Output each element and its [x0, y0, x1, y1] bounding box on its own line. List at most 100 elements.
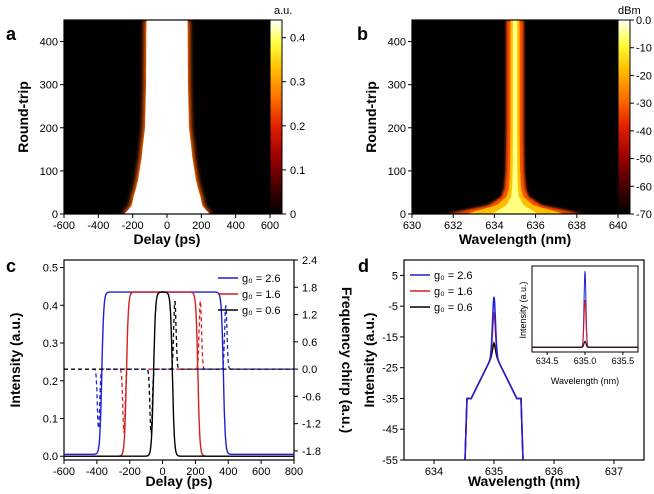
panel-a-ytick-label: 300: [40, 80, 58, 92]
panel-b-spectrum-core: [491, 20, 539, 214]
colorbar-tick-label: -40: [636, 126, 652, 138]
panel-a-xtick-label: 0: [164, 220, 170, 232]
panel-d-plot: [464, 296, 524, 460]
panel-a-xtick-label: -600: [53, 220, 75, 232]
legend-label: g₀ = 2.6: [242, 273, 281, 285]
inset-xtick-label: 634.5: [536, 356, 559, 366]
inset-xlabel: Wavelength (nm): [551, 376, 619, 386]
panel-a-ytick-label: 0: [52, 209, 58, 221]
panel-c-plot: [64, 291, 294, 457]
panel-b-xtick-label: 636: [526, 220, 544, 232]
panel-a-colorbar-ticks: 0.4 0.3 0.2 0.1 0: [282, 33, 305, 221]
panel-c-xtick-label: 600: [252, 466, 270, 478]
panel-b-colorbar-ticks: 0.0 -10 -20 -30 -40 -50 -60 -70: [630, 15, 652, 221]
panel-b-ytick-label: 100: [388, 166, 406, 178]
colorbar-tick-label: -30: [636, 98, 652, 110]
panel-b-ytick-label: 300: [388, 80, 406, 92]
panel-c-y2tick-label: 0.6: [302, 337, 317, 349]
panel-c-y2tick-label: 1.2: [302, 310, 317, 322]
panel-a-colorbar: [269, 19, 283, 215]
intensity-line-series-2: [64, 291, 294, 457]
panel-c-y2label: Frequency chirp (a.u.): [339, 287, 355, 433]
panel-b: b 630 632 634 636 638 640 0 100 200 300 400 Wavele…: [357, 5, 652, 247]
panel-a-pulse-core: [124, 20, 210, 214]
panel-b-colorbar-unit: dBm: [618, 5, 641, 17]
panel-d-ytick-label: -45: [382, 424, 398, 436]
colorbar-tick-label: 0.0: [636, 15, 651, 27]
panel-c-ytick-label: 0.3: [43, 338, 58, 350]
inset-ylabel: Intensity (a.u.): [518, 281, 528, 338]
panel-c-xtick-label: -400: [86, 466, 108, 478]
panel-a-xtick-label: 200: [192, 220, 210, 232]
panel-a-xtick-label: 400: [226, 220, 244, 232]
panel-d-label: d: [358, 256, 369, 276]
panel-d-xtick-label: 636: [545, 466, 563, 478]
panel-c-y2tick-label: 0.0: [302, 364, 317, 376]
panel-c-ytick-label: 0.5: [43, 263, 58, 275]
panel-c-xtick-label: 0: [160, 466, 166, 478]
legend-label: g₀ = 1.6: [434, 286, 473, 298]
panel-c-y2tick-label: 2.4: [302, 255, 317, 267]
panel-d-xtick-label: 634: [425, 466, 443, 478]
panel-c-xtick-label: -600: [53, 466, 75, 478]
panel-c-ytick-label: 0.1: [43, 413, 58, 425]
colorbar-tick-label: 0.2: [290, 121, 305, 133]
panel-a-colorbar-unit: a.u.: [274, 5, 292, 17]
panel-d-ytick-label: -35: [382, 393, 398, 405]
panel-b-label: b: [357, 24, 368, 44]
panel-a-ylabel: Round-trip: [15, 81, 31, 153]
panel-c-ytick-label: 0.4: [43, 300, 58, 312]
panel-d-ytick-label: -15: [382, 332, 398, 344]
panel-b-ytick-label: 400: [388, 37, 406, 49]
panel-d-ytick-label: -25: [382, 363, 398, 375]
colorbar-tick-label: 0.1: [290, 165, 305, 177]
panel-b-ylabel: Round-trip: [363, 81, 379, 153]
panel-c-ylabel: Intensity (a.u.): [7, 313, 23, 408]
panel-a-ytick-label: 100: [40, 166, 58, 178]
panel-c-ytick-label: 0.2: [43, 376, 58, 388]
panel-c-xtick-label: -200: [119, 466, 141, 478]
panel-c-y2tick-label: 1.8: [302, 282, 317, 294]
inset-xtick-label: 635.0: [574, 356, 597, 366]
panel-b-colorbar: [617, 19, 631, 215]
panel-b-xtick-label: 638: [568, 220, 586, 232]
panel-a-xtick-label: -400: [87, 220, 109, 232]
panel-c-axes: -600 -400 -200 0 200 400 600 800 0.0 0.1 0.2 0.3 0.4…: [43, 255, 321, 478]
panel-c-xlabel: Delay (ps): [146, 473, 213, 489]
panel-a-xlabel: Delay (ps): [134, 231, 201, 247]
legend-label: g₀ = 2.6: [434, 270, 473, 282]
legend-label: g₀ = 0.6: [242, 305, 281, 317]
colorbar-tick-label: -60: [636, 181, 652, 193]
panel-d-xlabel: Wavelength (nm): [468, 473, 580, 489]
panel-c-legend: g₀ = 2.6 g₀ = 1.6 g₀ = 0.6: [218, 273, 281, 317]
panel-a-ytick-label: 200: [40, 123, 58, 135]
panel-a-xtick-label: 600: [261, 220, 279, 232]
panel-c-xtick-label: 800: [285, 466, 303, 478]
panel-d-ytick-label: 5: [392, 270, 398, 282]
panel-c-ytick-label: 0.0: [43, 451, 58, 463]
panel-c-xtick-label: 400: [219, 466, 237, 478]
legend-label: g₀ = 0.6: [434, 302, 473, 314]
panel-d-ytick-label: -5: [388, 301, 398, 313]
panel-a-axes: -600 -400 -200 0 200 400 600 0 100 200 300 400: [40, 37, 280, 232]
panel-b-xtick-label: 634: [485, 220, 503, 232]
colorbar-tick-label: -10: [636, 43, 652, 55]
panel-b-ytick-label: 200: [388, 123, 406, 135]
inset-line-series-2: [532, 340, 638, 348]
panel-a-ytick-label: 400: [40, 37, 58, 49]
panel-b-xlabel: Wavelength (nm): [459, 231, 571, 247]
panel-d-ytick-label: -55: [382, 455, 398, 467]
panel-c-y2tick-label: -0.6: [302, 391, 321, 403]
colorbar-tick-label: 0: [290, 209, 296, 221]
panel-c-label: c: [6, 256, 16, 276]
panel-c-xtick-label: 200: [186, 466, 204, 478]
panel-d-inset: Intensity (a.u.) Wavelength (nm) 634.5 63…: [518, 265, 639, 386]
panel-d-xtick-label: 635: [485, 466, 503, 478]
panel-c: c -600 -400 -200 0 200 400 600 800 0.0 0.1 0.2 0.3 0…: [6, 255, 355, 489]
inset-xtick-label: 635.5: [612, 356, 635, 366]
panel-a-xtick-label: -200: [122, 220, 144, 232]
panel-b-xtick-label: 632: [444, 220, 462, 232]
colorbar-tick-label: -50: [636, 154, 652, 166]
colorbar-tick-label: -70: [636, 209, 652, 221]
